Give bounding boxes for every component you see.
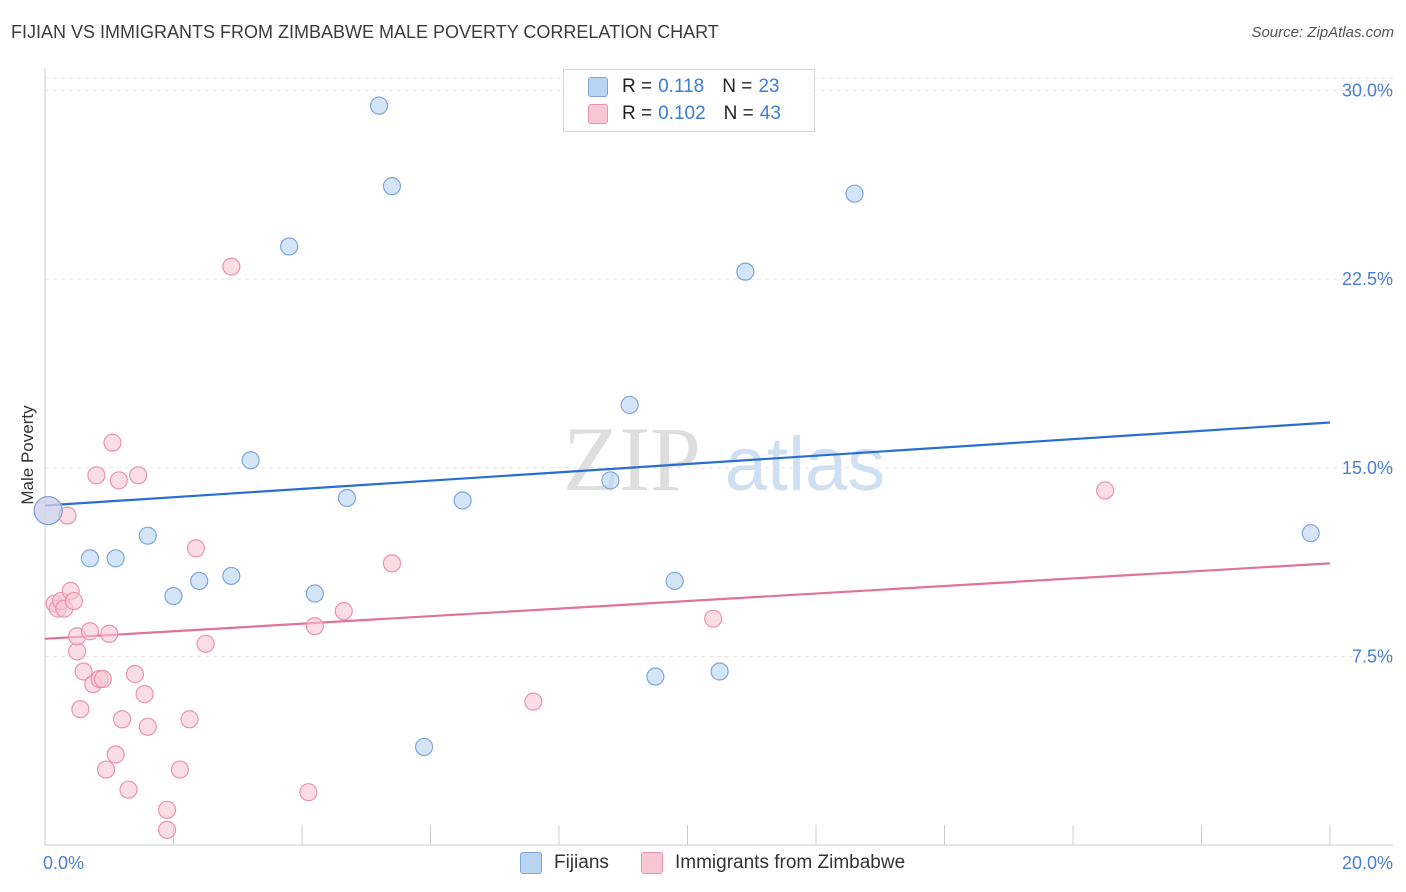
fijians-point [620, 395, 639, 415]
fijians-point [845, 184, 864, 203]
trend-line-fijians [44, 421, 1331, 507]
fijians-point [337, 488, 357, 508]
fijians-point [138, 526, 157, 545]
y-tick-labels: 7.5% 15.0% 22.5% 30.0% [1342, 81, 1393, 667]
bottom-legend: Fijians Immigrants from Zimbabwe [0, 852, 1406, 876]
zimbabwe-point [106, 745, 125, 764]
axes [44, 68, 1393, 846]
zimbabwe-point [80, 622, 100, 641]
fijians-point [1301, 524, 1320, 543]
legend-n-value: 43 [759, 103, 781, 124]
y-tick-label: 7.5% [1352, 646, 1393, 666]
x-tick-label: 20.0% [1342, 853, 1393, 873]
zimbabwe-point [112, 710, 132, 729]
zimbabwe-point [138, 717, 157, 736]
x-tick-labels: 0.0% 20.0% [43, 853, 1393, 873]
fijians-point [453, 491, 472, 510]
gridlines [45, 77, 1393, 657]
fijians-point [305, 584, 324, 603]
zimbabwe-point [74, 662, 93, 681]
zimbabwe-point [222, 257, 241, 276]
trend-line-zimbabwe [44, 562, 1331, 640]
zimbabwe-point [524, 692, 543, 711]
zimbabwe-point [71, 700, 90, 719]
zimbabwe-point [125, 664, 145, 684]
fijians-point [106, 549, 125, 568]
legend-item-zimbabwe[interactable]: Immigrants from Zimbabwe [641, 852, 905, 874]
zimbabwe-point [382, 554, 402, 573]
watermark: ZIP atlas [563, 408, 885, 510]
zimbabwe-point [64, 591, 84, 611]
fijians-point [164, 586, 183, 606]
y-tick-label: 30.0% [1342, 81, 1393, 101]
stats-legend: R = 0.118 N = 23 R = 0.102 N = 43 [563, 69, 815, 132]
fijians-point [222, 566, 241, 586]
fijians-point [190, 571, 209, 591]
zimbabwe-point [109, 471, 128, 490]
zimbabwe-swatch [588, 104, 608, 124]
fijians-point [280, 237, 299, 256]
fijians-point [241, 451, 260, 470]
zimbabwe-point [103, 433, 122, 452]
zimbabwe-point [129, 466, 148, 485]
zimbabwe-point [186, 539, 206, 558]
trend-lines [44, 421, 1331, 640]
zimbabwe-point [170, 760, 190, 779]
zimbabwe-point [1096, 481, 1115, 500]
legend-r-label: R = [622, 103, 653, 124]
zimbabwe-point [119, 780, 138, 799]
chart-title: FIJIAN VS IMMIGRANTS FROM ZIMBABWE MALE … [11, 22, 719, 42]
zimbabwe-point [704, 609, 723, 628]
zimbabwe-point [157, 820, 177, 840]
fijians-swatch [520, 852, 542, 874]
y-tick-label: 15.0% [1342, 458, 1393, 478]
x-tick-label: 0.0% [43, 853, 84, 873]
legend-n-value: 23 [758, 76, 780, 97]
legend-n-label: N = [723, 103, 754, 124]
fijians-point [710, 662, 729, 681]
legend-r-value: 0.118 [658, 76, 705, 97]
zimbabwe-point [196, 634, 215, 653]
fijians-point [382, 177, 402, 196]
fijians-point [736, 262, 755, 281]
y-tick-label: 22.5% [1342, 269, 1393, 289]
fijians-swatch [588, 77, 608, 97]
fijians-point [601, 471, 620, 490]
zimbabwe-point [68, 642, 87, 661]
zimbabwe-point [305, 617, 324, 636]
zimbabwe-point [157, 800, 177, 819]
zimbabwe-point [87, 466, 106, 485]
zimbabwe-point [180, 710, 199, 729]
fijians-point [414, 737, 434, 757]
legend-label-zimbabwe: Immigrants from Zimbabwe [675, 852, 906, 873]
legend-n-label: N = [722, 76, 753, 97]
fijians-point [80, 549, 100, 568]
zimbabwe-swatch [641, 852, 663, 874]
data-points [33, 96, 1320, 840]
watermark-atlas: atlas [725, 422, 886, 507]
fijians-point [665, 571, 684, 591]
fijians-point [370, 96, 389, 115]
fijians-point [33, 495, 63, 526]
zimbabwe-point [93, 669, 112, 689]
zimbabwe-point [96, 760, 116, 779]
zimbabwe-point [299, 783, 318, 802]
legend-item-fijians[interactable]: Fijians [520, 852, 609, 874]
zimbabwe-point [100, 624, 119, 643]
legend-label-fijians: Fijians [554, 852, 609, 873]
zimbabwe-point [334, 602, 353, 621]
source-label: Source: ZipAtlas.com [1251, 24, 1394, 41]
legend-r-value: 0.102 [658, 103, 706, 124]
legend-r-label: R = [622, 76, 653, 97]
watermark-zip: ZIP [563, 408, 701, 510]
legend-row-fijians: R = 0.118 N = 23 [588, 75, 780, 99]
zimbabwe-point [135, 685, 154, 704]
legend-row-zimbabwe: R = 0.102 N = 43 [588, 102, 781, 126]
fijians-point [646, 667, 665, 686]
